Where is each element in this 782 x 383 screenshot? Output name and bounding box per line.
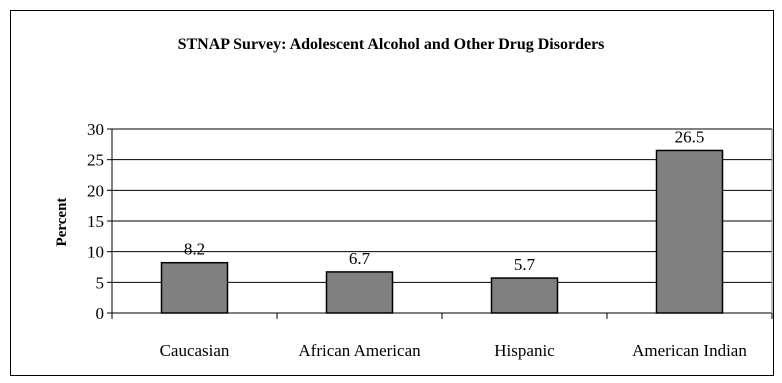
- y-tick-label: 25: [87, 151, 104, 170]
- y-tick-label: 0: [96, 304, 105, 323]
- y-tick-label: 10: [87, 243, 104, 262]
- bar-african-american: [325, 271, 394, 314]
- chart-frame: [10, 10, 774, 376]
- data-label: 26.5: [675, 127, 705, 146]
- chart-title: STNAP Survey: Adolescent Alcohol and Oth…: [178, 36, 605, 53]
- x-tick-label: Caucasian: [160, 341, 230, 360]
- y-tick-label: 5: [96, 273, 105, 292]
- bar-american-indian: [655, 149, 724, 314]
- y-tick-label: 15: [87, 212, 104, 231]
- y-tick-label: 20: [87, 181, 104, 200]
- x-tick-label: African American: [298, 341, 421, 360]
- x-tick-label: American Indian: [632, 341, 747, 360]
- data-label: 6.7: [349, 249, 371, 268]
- y-tick-label: 30: [87, 120, 104, 139]
- plot-area: 0 5 10 15 20 25 30 8.2 Caucasian 6.7 African Ameri…: [87, 120, 773, 360]
- data-label: 8.2: [184, 240, 205, 259]
- bar-caucasian: [160, 261, 229, 314]
- data-label: 5.7: [514, 255, 536, 274]
- bar-hispanic: [490, 277, 559, 314]
- x-tick-label: Hispanic: [494, 341, 555, 360]
- y-axis-label: Percent: [54, 198, 70, 247]
